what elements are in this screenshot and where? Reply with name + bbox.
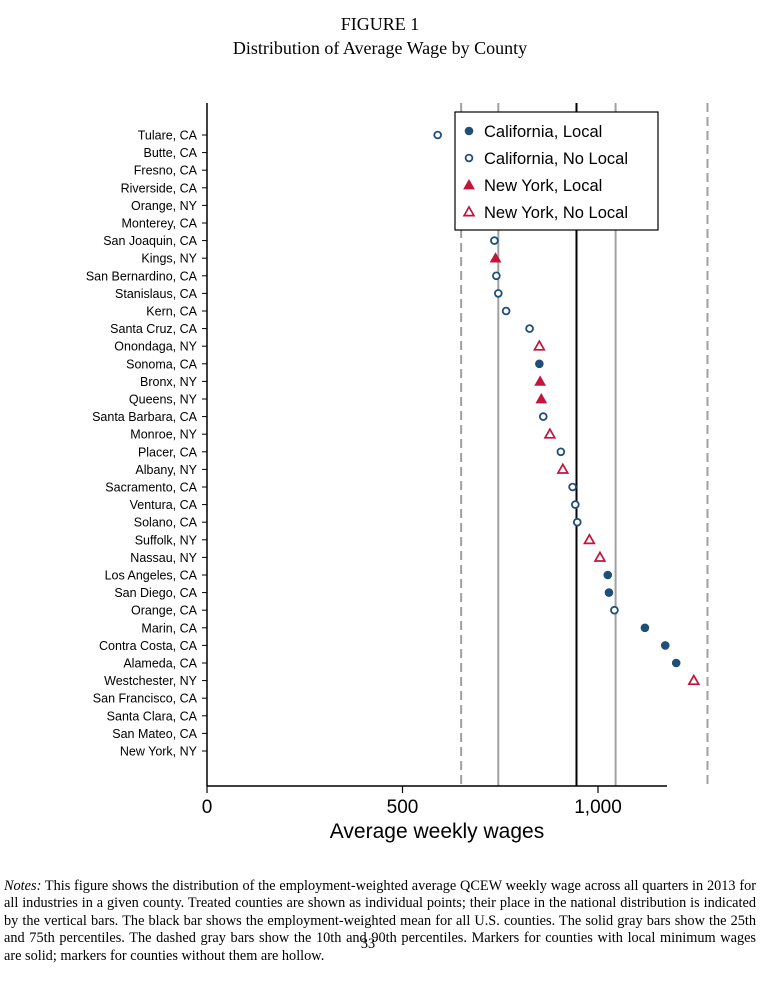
legend-marker bbox=[464, 153, 474, 163]
data-point bbox=[532, 339, 546, 351]
y-tick-label: San Bernardino, CA bbox=[86, 269, 198, 283]
data-point bbox=[640, 623, 650, 633]
data-point bbox=[543, 427, 557, 439]
y-tick-label: Suffolk, NY bbox=[135, 533, 198, 547]
y-tick-label: Marin, CA bbox=[141, 621, 197, 635]
y-tick-label: Santa Clara, CA bbox=[107, 709, 198, 723]
data-point bbox=[493, 289, 503, 298]
legend bbox=[454, 111, 659, 231]
data-point bbox=[556, 447, 566, 457]
data-point bbox=[490, 236, 499, 245]
y-tick-label: San Joaquin, CA bbox=[103, 234, 197, 248]
y-tick-label: Butte, CA bbox=[144, 146, 198, 160]
data-point bbox=[568, 482, 577, 492]
data-point bbox=[534, 375, 547, 386]
y-tick-label: Albany, NY bbox=[135, 463, 197, 477]
data-point bbox=[492, 271, 501, 281]
notes-text: This figure shows the distribution of th… bbox=[4, 878, 756, 964]
data-point bbox=[671, 658, 681, 668]
data-point bbox=[489, 252, 502, 263]
data-point bbox=[572, 517, 582, 527]
y-tick-label: San Francisco, CA bbox=[93, 692, 198, 706]
y-tick-label: Santa Cruz, CA bbox=[110, 322, 198, 336]
y-tick-label: Orange, NY bbox=[131, 199, 198, 213]
data-point bbox=[571, 500, 580, 509]
y-tick-label: Placer, CA bbox=[138, 445, 198, 459]
legend-label: California, No Local bbox=[484, 150, 628, 168]
data-point bbox=[583, 533, 596, 545]
y-tick-label: New York, NY bbox=[120, 745, 198, 759]
data-point bbox=[525, 324, 534, 333]
y-tick-label: Orange, CA bbox=[131, 604, 198, 618]
data-point bbox=[535, 359, 544, 369]
y-tick-label: Stanislaus, CA bbox=[115, 287, 198, 301]
y-tick-label: San Mateo, CA bbox=[112, 727, 197, 741]
y-tick-label: Ventura, CA bbox=[130, 498, 198, 512]
y-tick-label: Santa Barbara, CA bbox=[92, 410, 198, 424]
y-tick-label: Fresno, CA bbox=[134, 164, 198, 178]
page-number: 33 bbox=[360, 936, 376, 952]
y-tick-label: Tulare, CA bbox=[138, 129, 198, 143]
x-axis-label: Average weekly wages bbox=[330, 820, 544, 843]
notes-lead: Notes: bbox=[4, 878, 42, 894]
legend-label: New York, No Local bbox=[484, 204, 628, 222]
y-tick-label: Monterey, CA bbox=[122, 217, 198, 231]
y-tick-label: San Diego, CA bbox=[114, 586, 197, 600]
data-point bbox=[660, 641, 670, 650]
x-tick-label: 0 bbox=[202, 797, 213, 818]
x-tick-label: 500 bbox=[387, 797, 419, 818]
figure-title: Distribution of Average Wage by County bbox=[232, 38, 528, 58]
y-tick-label: Onondaga, NY bbox=[114, 340, 197, 354]
y-tick-label: Los Angeles, CA bbox=[105, 569, 198, 583]
data-point bbox=[538, 412, 548, 421]
data-point bbox=[610, 605, 619, 615]
data-point bbox=[501, 306, 511, 316]
x-tick-label: 1,000 bbox=[574, 797, 622, 818]
data-point bbox=[433, 130, 442, 140]
y-tick-label: Solano, CA bbox=[134, 516, 198, 530]
y-tick-label: Westchester, NY bbox=[104, 674, 198, 688]
figure-label: FIGURE 1 bbox=[340, 14, 420, 34]
y-tick-label: Riverside, CA bbox=[121, 181, 198, 195]
figure-notes: Notes: This figure shows the distributio… bbox=[4, 878, 756, 965]
figure-heading: FIGURE 1 Distribution of Average Wage by… bbox=[0, 12, 760, 60]
legend-marker bbox=[464, 126, 474, 136]
data-point bbox=[593, 550, 607, 562]
y-tick-label: Queens, NY bbox=[129, 393, 198, 407]
y-tick-label: Sonoma, CA bbox=[126, 357, 198, 371]
legend-label: California, Local bbox=[484, 123, 602, 141]
y-tick-label: Kings, NY bbox=[141, 252, 197, 266]
data-point bbox=[604, 588, 614, 597]
legend-label: New York, Local bbox=[484, 177, 602, 195]
data-point bbox=[556, 462, 570, 474]
y-tick-label: Sacramento, CA bbox=[105, 481, 197, 495]
y-tick-label: Monroe, NY bbox=[130, 428, 197, 442]
y-tick-label: Contra Costa, CA bbox=[99, 639, 198, 653]
y-tick-label: Alameda, CA bbox=[123, 657, 197, 671]
data-point bbox=[687, 673, 701, 686]
y-tick-label: Nassau, NY bbox=[130, 551, 197, 565]
y-tick-label: Kern, CA bbox=[146, 305, 197, 319]
data-point bbox=[603, 570, 613, 580]
y-tick-label: Bronx, NY bbox=[140, 375, 198, 389]
data-point bbox=[535, 393, 548, 404]
legend-marker bbox=[463, 179, 475, 190]
legend-marker bbox=[462, 205, 476, 217]
